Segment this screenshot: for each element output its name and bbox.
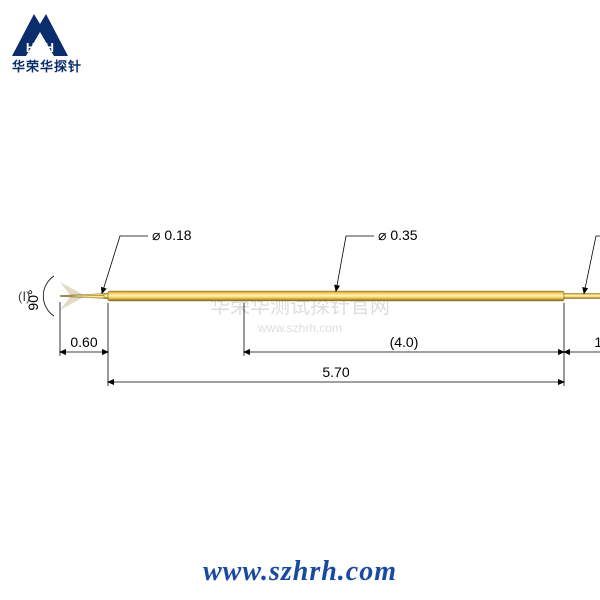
dia-body: ⌀ 0.35 [336,227,418,291]
probe-barrel [108,291,564,301]
svg-text:90°: 90° [25,289,41,310]
dim-tip-len: 0.60 [60,334,108,352]
dimension-annotations: (Ⅰ)(Ⅱ)90°⌀ 0.18⌀ 0.35⌀ 0.180.60(4.0)1.10… [18,227,600,386]
svg-text:⌀ 0.18: ⌀ 0.18 [152,227,192,243]
svg-text:0.60: 0.60 [70,334,97,350]
dim-body-len: 5.70 [108,364,564,382]
probe-tail-shaft [564,293,600,298]
svg-text:⌀ 0.35: ⌀ 0.35 [378,227,418,243]
dia-tip: ⌀ 0.18 [102,227,192,293]
svg-text:1.10: 1.10 [594,334,600,350]
website-url: www.szhrh.com [0,556,600,588]
dim-inner-paren: (4.0) [244,334,564,352]
technical-drawing: (Ⅰ)(Ⅱ)90°⌀ 0.18⌀ 0.35⌀ 0.180.60(4.0)1.10… [0,0,600,600]
probe-body [60,282,600,310]
dia-tail: ⌀ 0.18 [584,227,600,293]
dim-tail-len: 1.10 [564,334,600,352]
svg-text:(4.0): (4.0) [390,334,419,350]
svg-text:5.70: 5.70 [322,364,349,380]
angle-label: 90° [25,276,54,316]
